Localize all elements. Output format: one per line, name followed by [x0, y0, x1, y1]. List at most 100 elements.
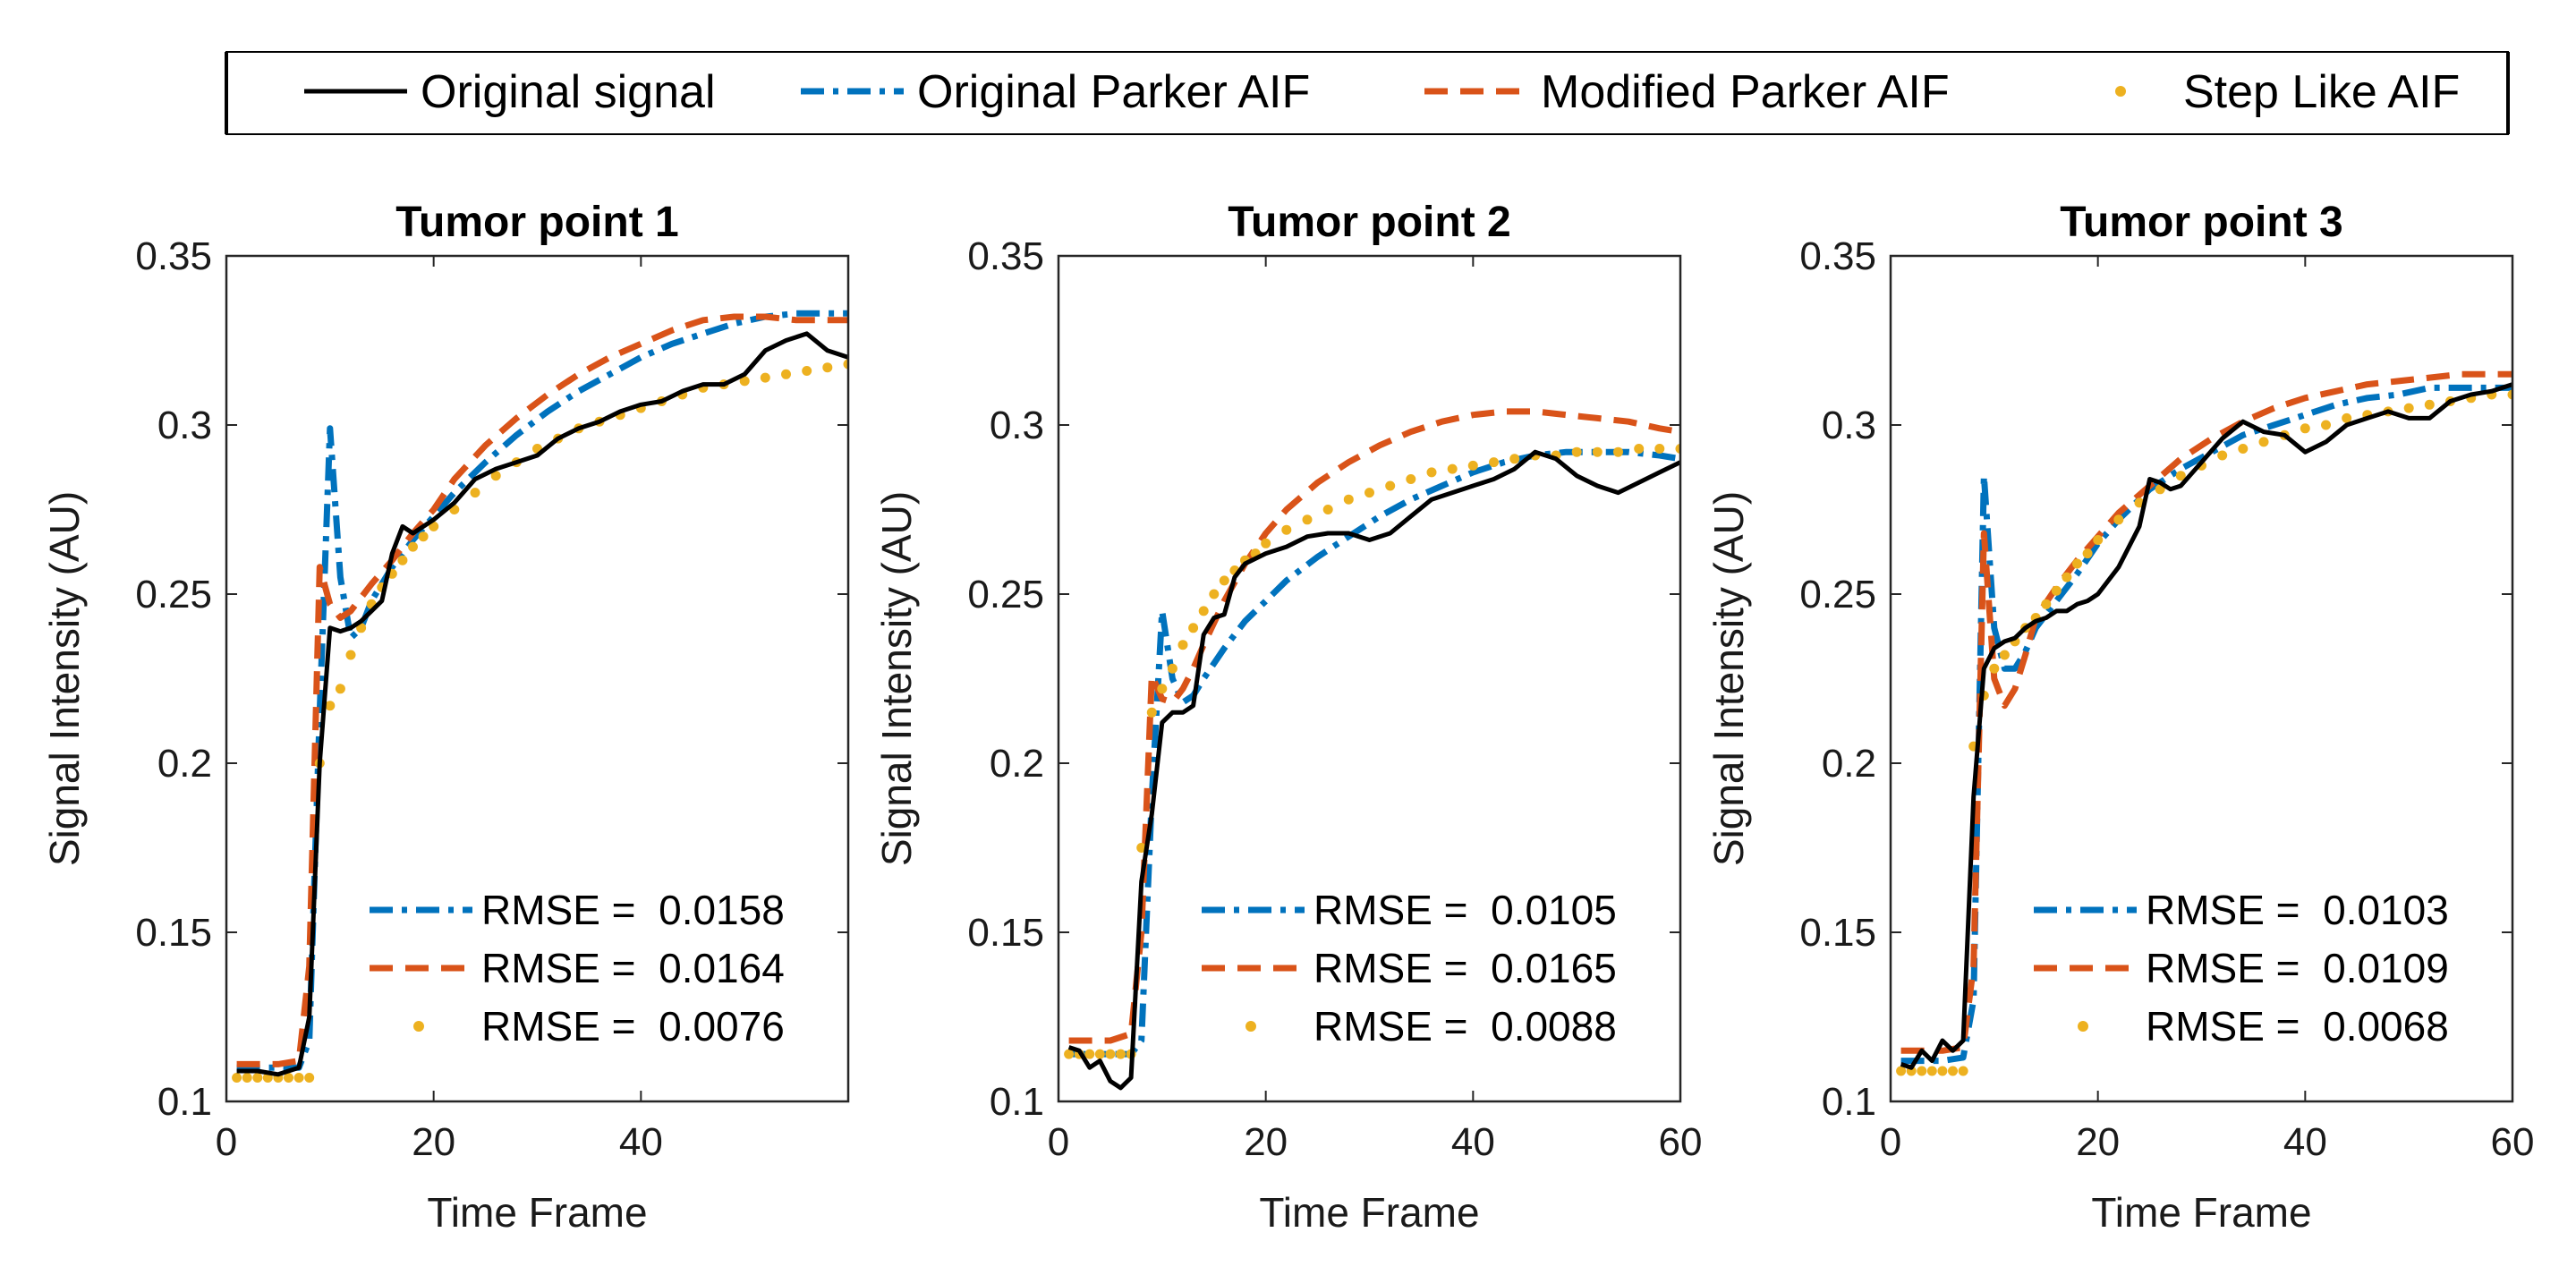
- data-point: [284, 1073, 293, 1083]
- y-tick-label: 0.15: [135, 911, 212, 955]
- data-point: [429, 521, 439, 531]
- rmse-sample-dotted: [413, 1021, 424, 1032]
- series-original-signal: [1900, 382, 2512, 1070]
- legend-label-original-parker-aif: Original Parker AIF: [917, 66, 1310, 118]
- data-point: [1198, 606, 1209, 616]
- y-tick-label: 0.3: [990, 404, 1044, 447]
- series-original-signal: [236, 331, 848, 1077]
- y-tick-label: 0.35: [1799, 234, 1876, 278]
- data-point: [781, 369, 791, 379]
- data-point: [1999, 650, 2010, 660]
- y-tick-label: 0.25: [135, 573, 212, 616]
- x-tick-label: 60: [2491, 1120, 2535, 1164]
- data-point: [1926, 1066, 1937, 1076]
- legend-sample-step-like-aif: [2115, 86, 2126, 97]
- data-point: [1385, 480, 1396, 491]
- data-point: [739, 376, 750, 387]
- data-point: [1365, 488, 1374, 498]
- rmse-label: RMSE = 0.0076: [481, 1003, 785, 1050]
- x-axis-label: Time Frame: [1259, 1189, 1479, 1236]
- x-tick-label: 0: [1048, 1120, 1069, 1164]
- series-group: [1064, 408, 1680, 1091]
- data-point: [1209, 589, 1220, 599]
- rmse-label: RMSE = 0.0088: [1314, 1003, 1617, 1050]
- data-point: [1302, 514, 1313, 525]
- data-point: [1896, 1066, 1907, 1076]
- data-point: [397, 555, 408, 565]
- y-tick-label: 0.3: [1822, 404, 1876, 447]
- x-axis-label: Time Frame: [2091, 1189, 2311, 1236]
- rmse-legend: RMSE = 0.0158 RMSE = 0.0164 RMSE = 0.0076: [370, 887, 785, 1050]
- data-point: [304, 1073, 315, 1083]
- y-tick-label: 0.1: [1822, 1080, 1876, 1124]
- y-tick-label: 0.1: [990, 1080, 1044, 1124]
- plot-background: [1058, 256, 1680, 1101]
- rmse-label: RMSE = 0.0164: [481, 945, 785, 991]
- data-point: [2062, 572, 2072, 582]
- panel-1: Tumor point 1 0.1 0.15 0.2 0.25 0.3 0.35 0 20 40 T…: [41, 199, 850, 1236]
- y-tick-label: 0.35: [135, 234, 212, 278]
- y-tick-label: 0.1: [157, 1080, 212, 1124]
- data-point: [2072, 558, 2082, 569]
- x-axis-label: Time Frame: [427, 1189, 647, 1236]
- series-modified-parker-aif: [1068, 408, 1680, 1044]
- data-point: [242, 1073, 252, 1083]
- data-point: [2258, 437, 2269, 447]
- series-group: [232, 310, 848, 1083]
- data-point: [1261, 538, 1271, 548]
- x-tick-label: 40: [619, 1120, 663, 1164]
- data-point: [1084, 1049, 1095, 1059]
- data-point: [232, 1073, 242, 1083]
- data-point: [1937, 1066, 1948, 1076]
- x-tick-label: 40: [2283, 1120, 2327, 1164]
- data-point: [2041, 599, 2052, 609]
- legend-label-modified-parker-aif: Modified Parker AIF: [1541, 66, 1950, 118]
- data-point: [325, 701, 336, 711]
- legend: Original signal Original Parker AIF Modifi…: [225, 51, 2510, 135]
- data-point: [252, 1073, 263, 1083]
- data-point: [1167, 663, 1177, 674]
- data-point: [418, 531, 429, 542]
- series-original-signal: [1067, 449, 1680, 1091]
- data-point: [1654, 444, 1665, 454]
- data-point: [2113, 514, 2124, 525]
- data-point: [1592, 446, 1603, 457]
- y-tick-label: 0.35: [967, 234, 1044, 278]
- y-tick-label: 0.2: [1822, 742, 1876, 786]
- y-axis-label: Signal Intensity (AU): [873, 491, 920, 866]
- x-tick-label: 20: [2076, 1120, 2120, 1164]
- series-original-parker-aif: [1068, 448, 1680, 1058]
- data-point: [2507, 389, 2512, 400]
- data-point: [1675, 444, 1680, 454]
- series-modified-parker-aif: [236, 313, 848, 1067]
- rmse-label: RMSE = 0.0158: [481, 887, 785, 933]
- data-point: [2093, 535, 2104, 545]
- data-point: [2300, 423, 2310, 434]
- data-point: [1136, 843, 1147, 853]
- rmse-legend: RMSE = 0.0103 RMSE = 0.0109 RMSE = 0.0068: [2034, 887, 2449, 1050]
- panel-title: Tumor point 2: [1228, 199, 1510, 246]
- data-point: [1219, 575, 1229, 586]
- data-point: [470, 488, 480, 498]
- data-point: [2217, 450, 2228, 461]
- y-tick-label: 0.3: [157, 404, 212, 447]
- plot-background: [226, 256, 848, 1101]
- data-point: [1489, 457, 1499, 468]
- data-point: [1917, 1066, 1927, 1076]
- rmse-label: RMSE = 0.0105: [1314, 887, 1617, 933]
- data-point: [335, 684, 345, 694]
- data-point: [1281, 524, 1292, 535]
- data-point: [2051, 585, 2062, 596]
- x-tick-label: 0: [216, 1120, 237, 1164]
- data-point: [760, 372, 770, 383]
- data-point: [822, 362, 833, 373]
- x-tick-label: 20: [1244, 1120, 1288, 1164]
- data-point: [2082, 548, 2093, 559]
- data-point: [1157, 684, 1168, 694]
- y-tick-label: 0.15: [1799, 911, 1876, 955]
- data-point: [293, 1073, 304, 1083]
- data-point: [1634, 444, 1645, 454]
- data-point: [2342, 412, 2352, 423]
- data-point: [356, 623, 367, 633]
- y-tick-label: 0.2: [990, 742, 1044, 786]
